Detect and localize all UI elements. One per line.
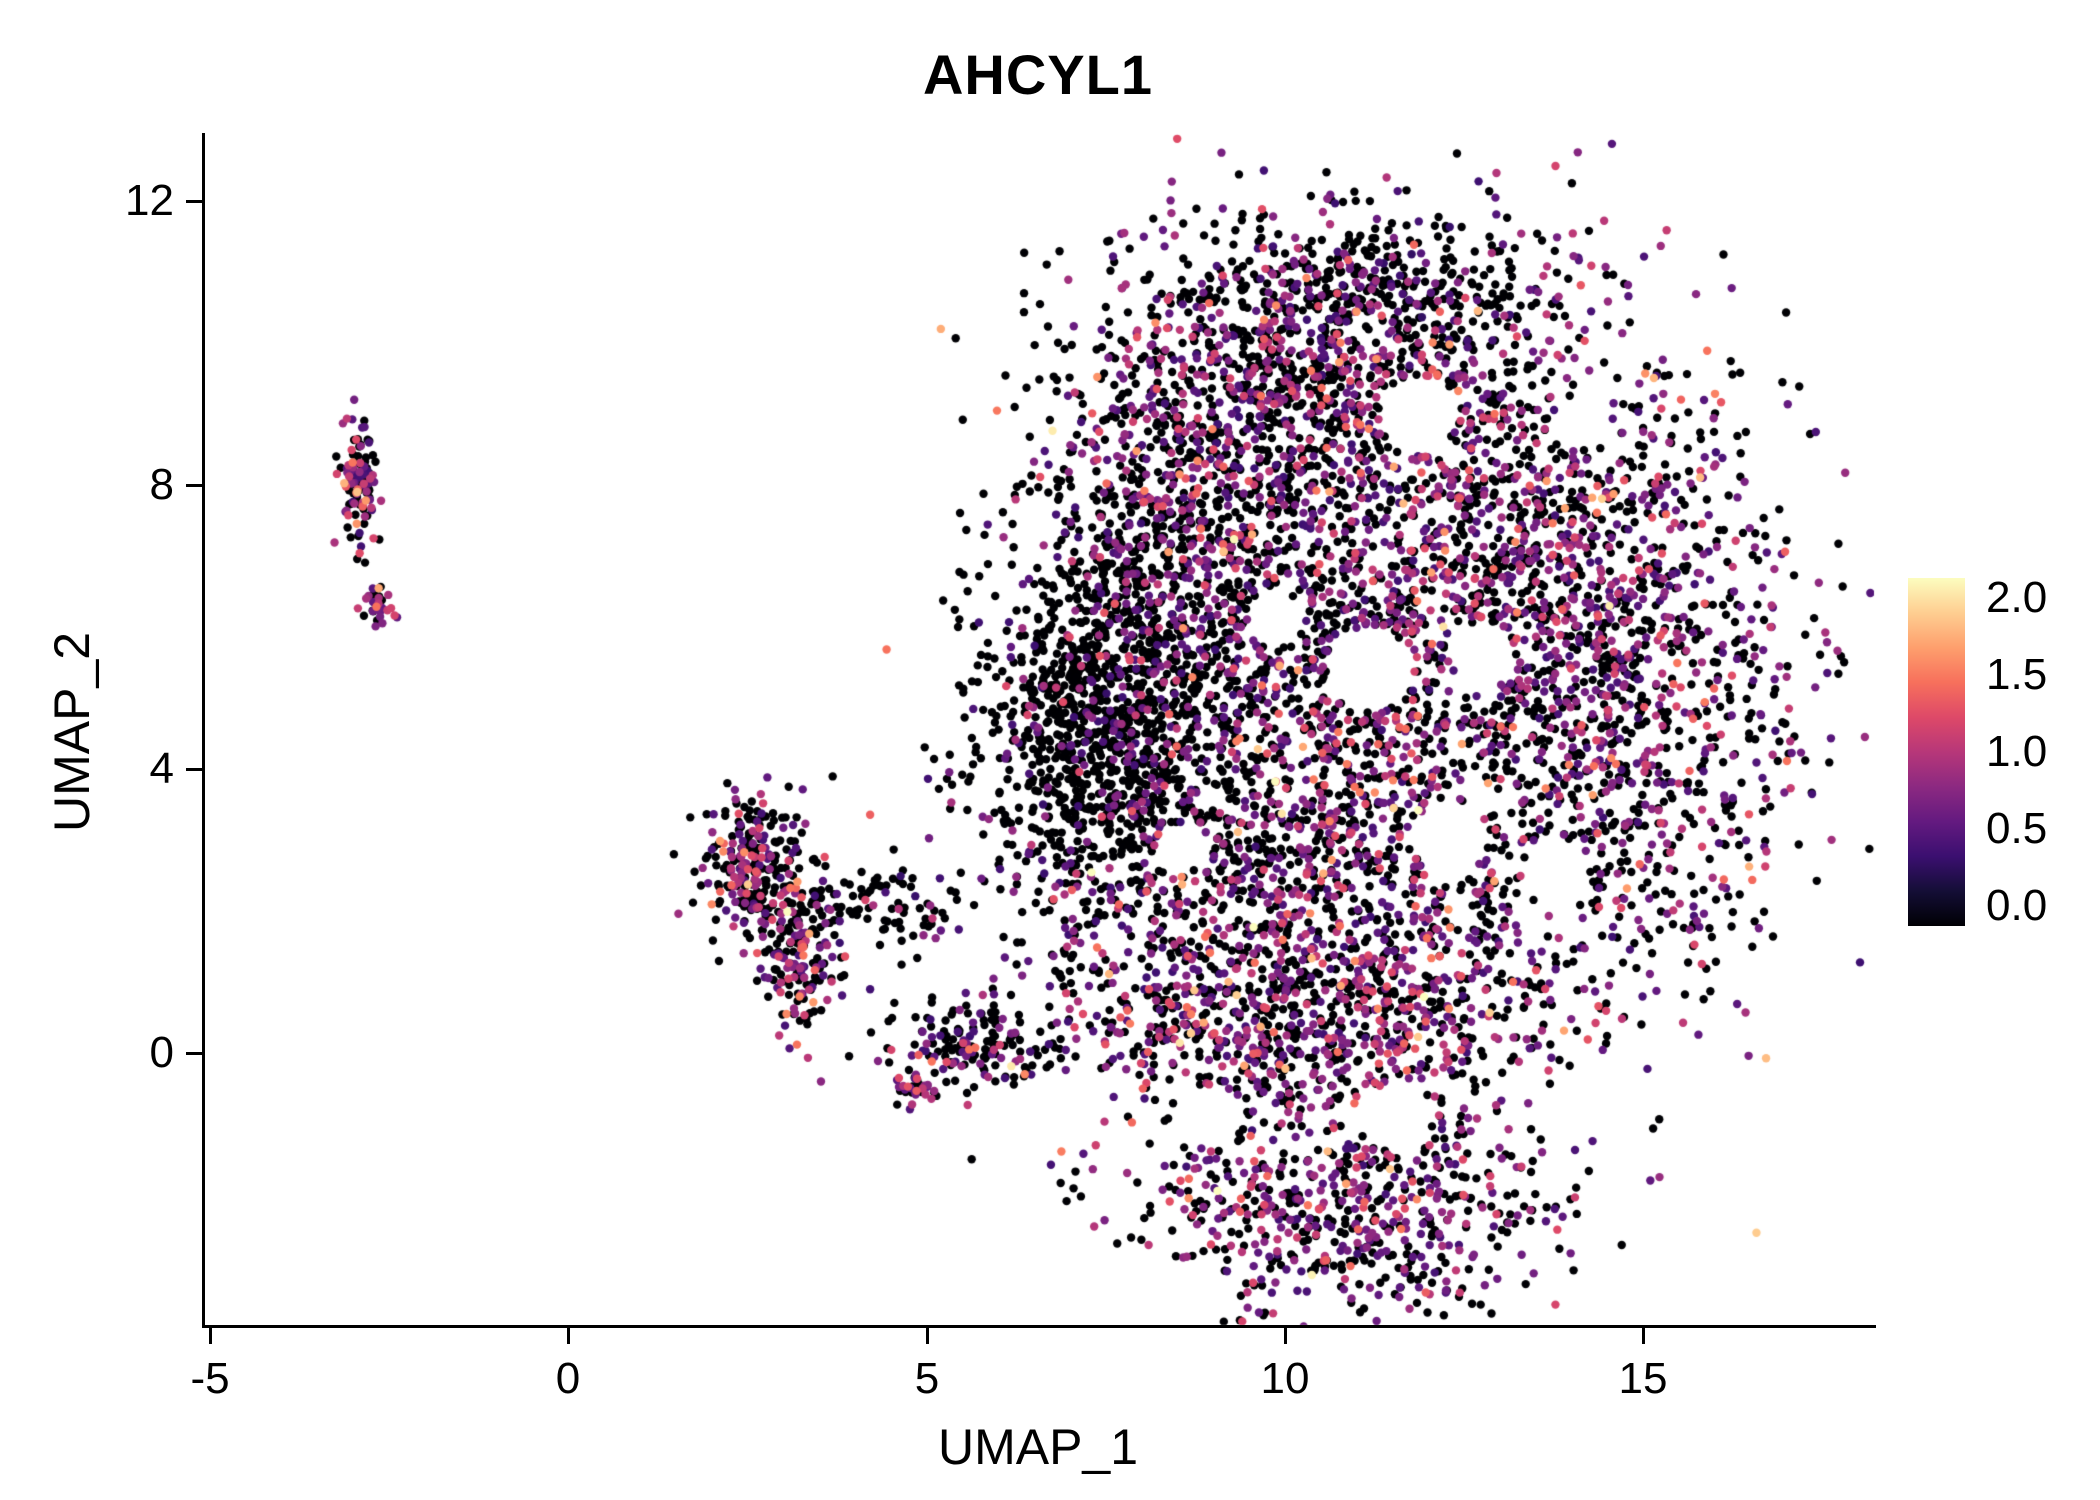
x-axis-title: UMAP_1 <box>937 1419 1139 1475</box>
colorbar-gradient <box>1908 578 1965 926</box>
x-tick-mark <box>1641 1328 1645 1344</box>
colorbar-tick-label: 1.0 <box>1986 727 2048 776</box>
x-tick-mark <box>925 1328 929 1344</box>
y-tick-label: 12 <box>125 176 174 225</box>
y-tick-mark <box>186 1051 202 1055</box>
y-tick-mark <box>186 483 202 487</box>
x-tick-label: 0 <box>555 1354 581 1403</box>
x-tick-mark <box>1283 1328 1287 1344</box>
x-tick-label: 5 <box>914 1354 940 1403</box>
x-tick-label: 10 <box>1260 1354 1310 1403</box>
colorbar-tick-label: 1.5 <box>1986 650 2048 699</box>
x-tick-mark <box>566 1328 570 1344</box>
y-axis-title: UMAP_2 <box>44 631 100 833</box>
y-tick-label: 0 <box>149 1028 174 1077</box>
y-axis-line <box>202 133 205 1328</box>
y-tick-mark <box>186 199 202 203</box>
y-tick-mark <box>186 767 202 771</box>
colorbar-tick-label: 2.0 <box>1986 573 2048 622</box>
x-tick-label: 15 <box>1618 1354 1668 1403</box>
colorbar-tick-label: 0.5 <box>1986 804 2048 853</box>
x-tick-mark <box>208 1328 212 1344</box>
y-tick-label: 4 <box>149 744 174 793</box>
x-tick-label: -5 <box>190 1354 230 1403</box>
x-axis-line <box>202 1325 1876 1328</box>
colorbar-tick-label: 0.0 <box>1986 881 2048 930</box>
y-tick-label: 8 <box>149 460 174 509</box>
